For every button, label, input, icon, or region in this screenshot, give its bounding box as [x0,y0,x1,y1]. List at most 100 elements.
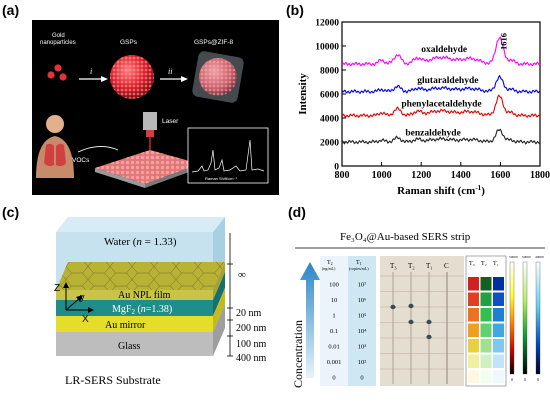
au-mirror-side [213,288,225,332]
voc-flow-arrow [77,146,119,153]
strip-label-c: C [444,262,449,270]
axis-z-label: Z [54,283,60,294]
concentration-arrow [300,262,320,378]
sers-substrate-side [145,164,200,188]
strip-label-t1: T₁ [426,262,433,270]
t1-value: 10² [358,359,367,366]
series-line [341,36,541,67]
strip-label-t2: T₂ [408,262,415,270]
heatmap-cell [468,339,479,353]
water-label: Water (n = 1.33) [104,236,177,248]
panel-label-c: (c) [2,204,20,220]
heatmap-cell [480,354,492,368]
chart-xlabel: Raman shift (cm-1) [397,184,485,197]
heat-label-t3: T₃ [469,261,475,267]
series-line [341,94,541,119]
heatmap-cell [493,370,504,384]
panel-label-b: (b) [286,2,304,18]
strip-spot [426,334,432,340]
gold-nanoparticle [47,71,55,79]
y-tick-label: 12000 [315,19,339,29]
au-mirror-label: Au mirror [105,320,146,331]
scale-3-min: 0 [537,377,539,382]
dimension-bracket [227,233,233,357]
y-tick-label: 2000 [320,139,339,149]
heatmap-cell [468,323,479,337]
mgf2-label: MgF2 (n=1.38) [112,304,172,316]
series-label: phenylacetaldehyde [401,100,481,110]
t2-value: 100 [329,281,339,288]
x-tick-label: 1400 [451,170,471,181]
t2-value: 10 [331,297,338,304]
strip-photo [380,256,464,386]
strip-title: Fe₃O₄@Au-based SERS strip [340,231,471,243]
dim-200nm: 200 nm [236,323,267,334]
t2-unit: (ng/mL) [322,266,336,271]
t1-value: 10⁶ [358,297,367,304]
gold-label: Gold [52,33,65,39]
heatmap-cell [493,308,504,322]
dim-100nm: 100 nm [236,339,267,350]
heatmap-cell [493,323,504,337]
heatmap-cell [468,277,479,291]
x-tick-label: 1200 [411,170,431,181]
laser-tip [146,130,154,137]
au-npl-hex-texture [56,262,225,290]
y-tick-label: 10000 [315,43,339,53]
chart-ylabel: Intensity [297,73,309,115]
color-scale-1 [509,261,515,375]
nanoparticles-label: nanoparticles [40,40,76,46]
t2-header: T2 [327,260,333,266]
arrow-ii-head [181,76,188,82]
mgf2-layer [56,300,213,316]
color-scale-3 [535,261,541,375]
scale-2-max: 50000 [522,255,531,259]
glass-layer [56,332,213,356]
strip-label-t3: T₃ [390,262,397,270]
gsps-zif8-texture [199,58,237,96]
t1-value: 0 [360,374,363,381]
t1-header: T1 [356,260,362,266]
panel-label-a: (a) [2,2,20,18]
heatmap-cell [493,292,504,306]
t2-value: 0 [332,374,335,381]
water-layer-top [56,217,225,232]
dim-20nm: 20 nm [236,308,262,319]
heatmap-cell [480,370,492,384]
gsps-sphere-texture [110,55,154,99]
axis-indicator [63,282,94,313]
panel-label-d: (d) [288,204,306,220]
strip-spot [408,303,414,309]
x-tick-label: 800 [335,170,350,181]
scale-1-max: 50000 [509,255,518,259]
raman-inset [187,127,269,184]
heat-label-t1: T₁ [493,261,499,267]
heatmap-cell [493,339,504,353]
x-tick-label: 1600 [490,170,510,181]
raman-inset-axis: Raman Shift/cm⁻¹ [205,176,238,181]
scale-2-min: 0 [524,377,526,382]
heatmap-cell [493,354,504,368]
x-tick-label: 1800 [530,170,550,181]
au-npl-film [56,290,213,300]
au-npl-film-side [213,262,225,300]
series-label: glutaraldehyde [417,76,478,86]
gsps-label: GSPs [120,39,138,46]
scale-1-min: 0 [511,377,513,382]
strip-spot [408,319,414,325]
color-scale-2 [522,261,528,375]
axis-y-label: y [80,292,85,302]
glass-layer-side [213,304,225,356]
t1-value: 10⁷ [358,281,367,288]
heatmap-cell [480,292,492,306]
gold-nanoparticle [54,64,62,72]
step-i-label: i [90,67,92,76]
series-label: oxaldehyde [421,45,467,55]
heatmap-cell [468,370,479,384]
au-mirror-layer [56,316,213,332]
strip-spot [390,304,396,310]
step-ii-label: ii [168,67,172,76]
